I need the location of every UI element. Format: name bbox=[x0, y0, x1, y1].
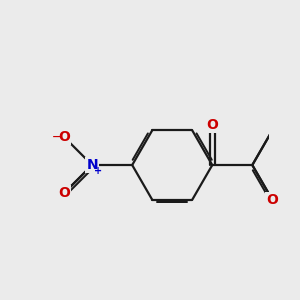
Text: N: N bbox=[86, 158, 98, 172]
Text: O: O bbox=[58, 186, 70, 200]
Text: +: + bbox=[94, 166, 102, 176]
Text: O: O bbox=[206, 118, 218, 132]
Text: −: − bbox=[51, 132, 61, 142]
Text: O: O bbox=[266, 193, 278, 207]
Text: O: O bbox=[58, 130, 70, 144]
